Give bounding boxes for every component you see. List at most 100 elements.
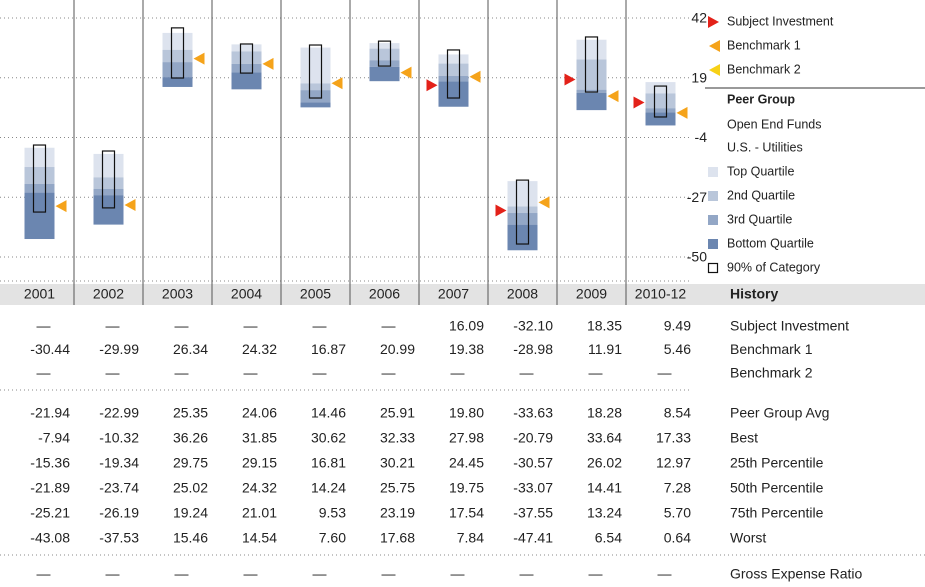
legend-swatch (708, 215, 718, 225)
table-value: 36.26 (173, 430, 208, 446)
table-value: -15.36 (30, 455, 70, 471)
table-value: — (244, 318, 258, 334)
category-range (515, 179, 530, 245)
table-value: 16.81 (311, 455, 346, 471)
x-tick-label: 2002 (93, 286, 124, 302)
table-value: 26.34 (173, 341, 208, 357)
y-tick-label: -4 (695, 129, 708, 145)
table-value: -32.10 (513, 318, 553, 334)
table-value: 7.84 (457, 530, 484, 546)
table-value: — (451, 566, 465, 582)
row-label: Peer Group Avg (730, 405, 829, 421)
quartile-band (507, 181, 538, 207)
row-label: 25th Percentile (730, 455, 824, 471)
quartile-band (438, 75, 469, 82)
table-value: -25.21 (30, 505, 70, 521)
row-label: 50th Percentile (730, 480, 824, 496)
benchmark-marker (262, 57, 274, 70)
table-value: -37.55 (513, 505, 553, 521)
table-value: 0.64 (664, 530, 691, 546)
quartile-band (576, 59, 607, 90)
benchmark-marker (469, 70, 481, 83)
table-value: 29.15 (242, 455, 277, 471)
table-value: 20.99 (380, 341, 415, 357)
subject-marker (633, 96, 645, 109)
table-value: -21.94 (30, 405, 70, 421)
table-value: -22.99 (99, 405, 139, 421)
category-range (308, 44, 323, 99)
table-value: 7.28 (664, 480, 691, 496)
table-value: — (244, 365, 258, 381)
table-value: -7.94 (38, 430, 70, 446)
table-value: -10.32 (99, 430, 139, 446)
table-value: — (106, 566, 120, 582)
table-value: — (589, 566, 603, 582)
quartile-band (369, 43, 400, 49)
table-value: — (658, 365, 672, 381)
quartile-band (162, 77, 193, 87)
table-value: — (175, 566, 189, 582)
quartile-band (93, 195, 124, 225)
table-value: 12.97 (656, 455, 691, 471)
legend-label: Top Quartile (727, 164, 794, 178)
table-value: 16.09 (449, 318, 484, 334)
y-tick-label: -50 (687, 249, 707, 265)
legend-marker (709, 40, 720, 52)
table-value: 18.35 (587, 318, 622, 334)
table-value: -33.07 (513, 480, 553, 496)
table-value: 8.54 (664, 405, 691, 421)
x-tick-label: 2001 (24, 286, 55, 302)
table-value: 23.19 (380, 505, 415, 521)
quartile-band (645, 112, 676, 126)
category-range (170, 27, 185, 79)
subject-marker (426, 79, 438, 92)
y-tick-label: 19 (691, 69, 707, 85)
table-value: -20.79 (513, 430, 553, 446)
legend-label: Benchmark 2 (727, 62, 801, 76)
x-tick-label: 2010-12 (635, 286, 687, 302)
table-value: — (658, 566, 672, 582)
row-label: Best (730, 430, 758, 446)
benchmark-marker (400, 66, 412, 79)
table-value: 19.38 (449, 341, 484, 357)
quartile-band (24, 147, 55, 168)
table-value: 7.60 (319, 530, 346, 546)
x-tick-label: 2007 (438, 286, 469, 302)
benchmark-marker (55, 200, 67, 213)
quartile-band (576, 39, 607, 60)
x-tick-label: 2009 (576, 286, 607, 302)
quartile-band (300, 102, 331, 108)
table-value: — (382, 318, 396, 334)
quartile-band (438, 54, 469, 64)
x-tick-label: 2008 (507, 286, 538, 302)
row-label: Subject Investment (730, 318, 849, 334)
category-range (446, 49, 461, 99)
header-band (0, 284, 925, 305)
table-value: — (37, 365, 51, 381)
quartile-band (576, 89, 607, 93)
table-value: — (106, 318, 120, 334)
legend-label: 90% of Category (727, 260, 821, 274)
table-value: -33.63 (513, 405, 553, 421)
table-value: — (37, 566, 51, 582)
table-value: -29.99 (99, 341, 139, 357)
legend-swatch (708, 167, 718, 177)
quartile-band (162, 32, 193, 50)
row-label: Benchmark 2 (730, 365, 813, 381)
legend-text: U.S. - Utilities (727, 140, 803, 154)
quartile-band (645, 82, 676, 94)
legend-title: Peer Group (727, 92, 795, 106)
table-value: -19.34 (99, 455, 139, 471)
legend-swatch (707, 262, 719, 274)
table-value: 13.24 (587, 505, 622, 521)
legend-swatch (708, 239, 718, 249)
table-value: — (313, 566, 327, 582)
table-value: 25.91 (380, 405, 415, 421)
table-title: History (730, 286, 778, 302)
quartile-band (369, 66, 400, 82)
row-label: 75th Percentile (730, 505, 824, 521)
quartile-band (507, 213, 538, 225)
table-value: 14.41 (587, 480, 622, 496)
table-value: 27.98 (449, 430, 484, 446)
